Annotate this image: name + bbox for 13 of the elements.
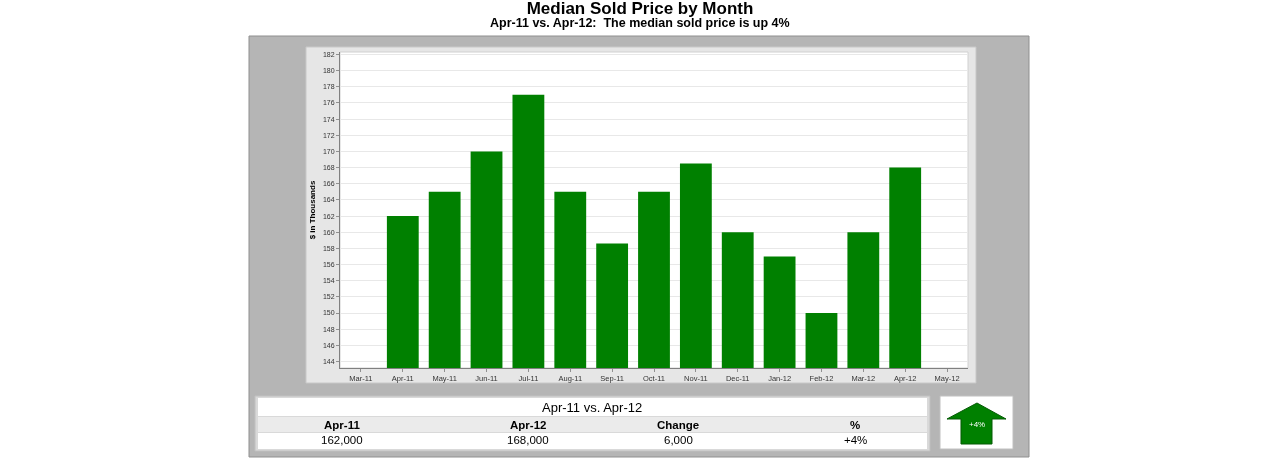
y-axis-title: $ in Thousands <box>307 180 317 240</box>
chart-subtitle: Apr-11 vs. Apr-12: The median sold price is up 4% <box>490 16 790 30</box>
text: % <box>850 419 861 431</box>
text: Apr-11 <box>324 419 361 431</box>
text: +4% <box>844 434 868 446</box>
text: +4% <box>969 420 986 429</box>
text: Apr-12 <box>510 419 547 431</box>
text: Apr-11 vs. Apr-12 <box>542 400 643 415</box>
text: 168,000 <box>507 434 549 446</box>
text: Change <box>657 419 700 431</box>
text: 162,000 <box>321 434 363 446</box>
text: 6,000 <box>664 434 693 446</box>
chart-title: Median Sold Price by Month <box>526 0 754 18</box>
